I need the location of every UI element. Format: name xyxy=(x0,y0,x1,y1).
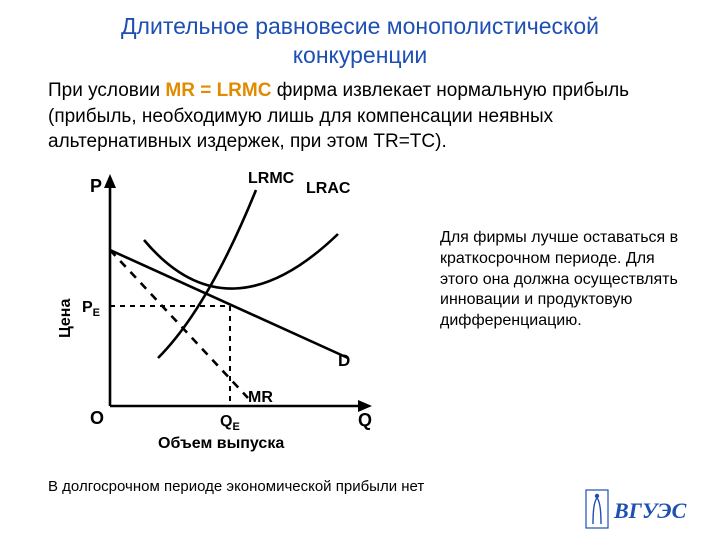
equilibrium-chart: P O Q PE QE D MR Цена Объем выпуска LRMC… xyxy=(48,168,388,458)
title-line1: Длительное равновесие монополистической xyxy=(121,13,599,39)
logo: ВГУЭС xyxy=(584,488,704,530)
body-prefix: При условии xyxy=(48,80,165,101)
lrmc-label: LRMC xyxy=(248,170,294,188)
o-label: O xyxy=(90,408,104,428)
logo-figure xyxy=(593,498,601,524)
pe-label: PE xyxy=(82,299,100,319)
logo-svg: ВГУЭС xyxy=(584,488,704,530)
title-line2: конкуренции xyxy=(293,42,428,68)
logo-head xyxy=(595,494,599,498)
d-curve xyxy=(110,250,348,358)
qe-label: QE xyxy=(220,413,240,433)
side-note: Для фирмы лучше оставаться в краткосрочн… xyxy=(440,228,684,332)
y-axis-arrow xyxy=(104,174,116,188)
q-label: Q xyxy=(358,410,372,430)
footer-note: В долгосрочном периоде экономической при… xyxy=(48,478,424,495)
x-axis-title: Объем выпуска xyxy=(158,435,284,452)
mr-label: MR xyxy=(248,389,273,406)
page-title: Длительное равновесие монополистической … xyxy=(0,12,720,70)
chart-svg: P O Q PE QE D MR Цена Объем выпуска xyxy=(48,168,388,458)
y-axis-title: Цена xyxy=(57,299,74,338)
d-label: D xyxy=(338,351,350,370)
logo-text: ВГУЭС xyxy=(613,498,687,523)
p-label: P xyxy=(90,176,102,196)
lrac-label: LRAC xyxy=(306,180,350,198)
lrac-curve xyxy=(144,234,338,289)
body-highlight: MR = LRMC xyxy=(165,80,271,101)
body-paragraph: При условии MR = LRMC фирма извлекает но… xyxy=(48,78,680,155)
lrmc-curve xyxy=(158,190,256,358)
